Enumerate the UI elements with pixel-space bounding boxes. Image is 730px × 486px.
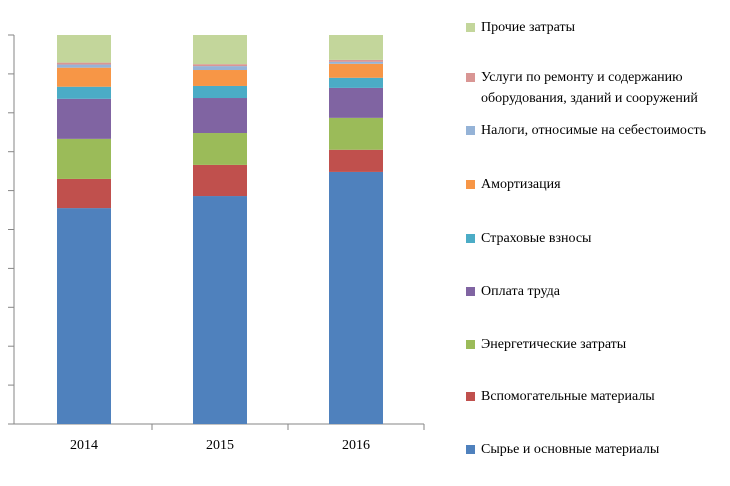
bar-segment [329, 117, 383, 150]
bar-segment [193, 164, 247, 197]
bar-segment [57, 98, 111, 139]
bar-segment [329, 61, 383, 64]
bar-segment [329, 149, 383, 172]
bar-segment [329, 77, 383, 88]
bar-segment [329, 35, 383, 60]
legend-swatch [466, 287, 475, 296]
legend-swatch [466, 126, 475, 135]
bar-segment [193, 64, 247, 67]
legend-item: Страховые взносы [464, 228, 730, 249]
legend-swatch [466, 340, 475, 349]
bar-segment [57, 208, 111, 424]
bar-segment [57, 138, 111, 179]
legend-item: Оплата труда [464, 281, 730, 302]
legend-swatch [466, 392, 475, 401]
bar-segment [193, 196, 247, 424]
bar-segment [57, 67, 111, 87]
legend-label: Амортизация [481, 177, 561, 192]
legend-item: Амортизация [464, 174, 730, 195]
bar-segment [57, 35, 111, 63]
legend-item: Налоги, относимые на себестоимость [464, 120, 730, 141]
legend-label: Страховые взносы [481, 231, 592, 246]
bar-segment [57, 62, 111, 65]
bar-segment [193, 66, 247, 71]
x-tick-label: 2016 [342, 438, 370, 453]
legend-label: Сырье и основные материалы [481, 442, 660, 457]
bar-segment [193, 85, 247, 99]
bar-segment [57, 178, 111, 209]
legend-swatch [466, 445, 475, 454]
legend-label: Оплата труда [481, 284, 561, 299]
legend-swatch [466, 73, 475, 82]
bar-segment [57, 64, 111, 68]
legend-swatch [466, 180, 475, 189]
legend-label: Прочие затраты [481, 20, 576, 35]
legend-swatch [466, 23, 475, 32]
legend-label: Услуги по ремонту и содержанию оборудова… [481, 70, 698, 106]
x-tick-label: 2015 [206, 438, 234, 453]
legend-label: Энергетические затраты [481, 337, 627, 352]
legend-item: Энергетические затраты [464, 334, 730, 355]
chart: 2014 2015 2016 [8, 34, 425, 453]
x-tick-label: 2014 [70, 438, 98, 453]
legend-label: Налоги, относимые на себестоимость [481, 123, 706, 138]
bar-segment [193, 133, 247, 165]
bar-segment [193, 35, 247, 65]
bar-segment [329, 87, 383, 118]
legend-item: Вспомогательные материалы [464, 386, 730, 407]
legend-label: Вспомогательные материалы [481, 389, 655, 404]
legend-swatch [466, 234, 475, 243]
bar-segment [329, 171, 383, 424]
legend-item: Сырье и основные материалы [464, 439, 730, 460]
bar-segment [329, 63, 383, 78]
bar-segment [329, 59, 383, 62]
legend-item: Прочие затраты [464, 17, 730, 38]
legend: Прочие затраты Услуги по ремонту и содерж… [464, 0, 730, 486]
legend-item: Услуги по ремонту и содержанию оборудова… [464, 67, 730, 109]
bar-segment [57, 86, 111, 99]
bar-segment [193, 70, 247, 86]
bar-segment [193, 98, 247, 134]
